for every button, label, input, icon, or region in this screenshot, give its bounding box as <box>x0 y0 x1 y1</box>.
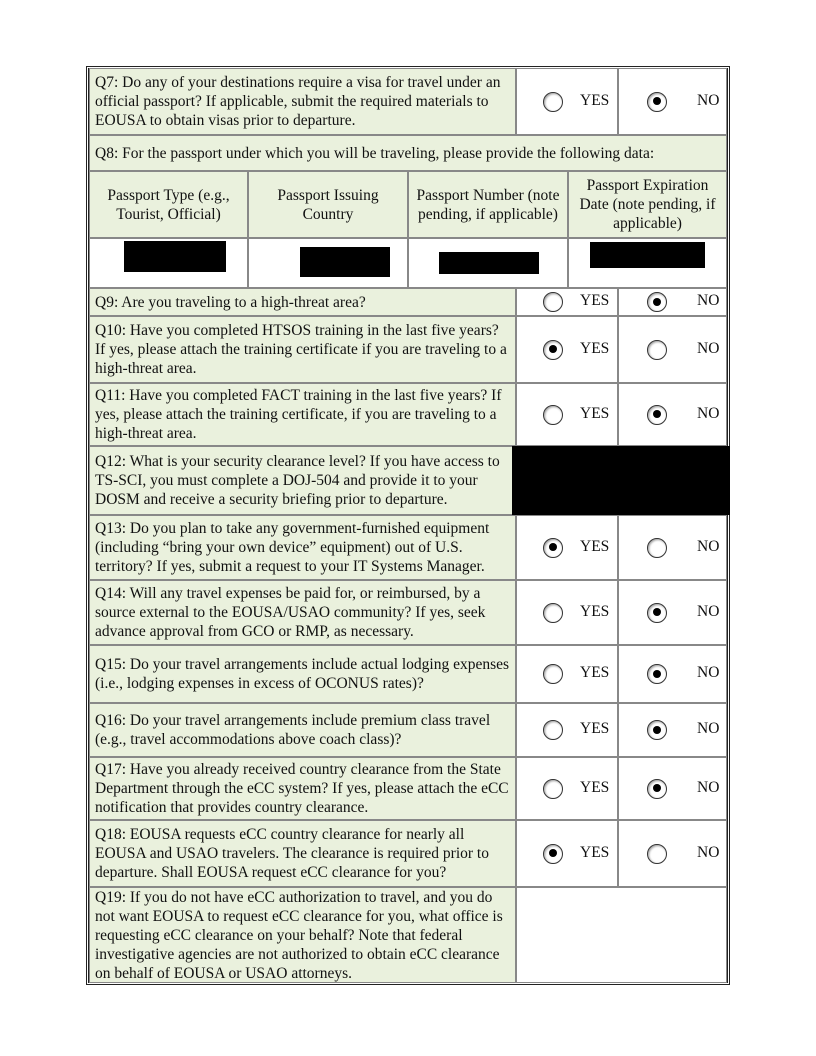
no-cell-q9 <box>618 288 727 316</box>
yes-label-q7: YES <box>580 91 610 109</box>
no-cell-q7 <box>618 68 727 135</box>
passport-header-0: Passport Type (e.g., Tourist, Official) <box>89 171 248 238</box>
no-label-q13: NO <box>697 537 720 555</box>
question-text-q10: Q10: Have you completed HTSOS training i… <box>89 316 516 383</box>
yes-radio-q7[interactable] <box>543 91 563 112</box>
answer-field-q19[interactable] <box>516 887 727 983</box>
question-text-q12: Q12: What is your security clearance lev… <box>89 446 516 515</box>
question-text-q18: Q18: EOUSA requests eCC country clearanc… <box>89 820 516 887</box>
passport-header-3: Passport Expiration Date (note pending, … <box>568 171 727 238</box>
no-radio-q18[interactable] <box>647 843 667 864</box>
redacted-passport-value-0 <box>124 241 226 272</box>
no-radio-q10[interactable] <box>647 339 667 360</box>
no-radio-q15[interactable] <box>647 664 667 684</box>
no-label-q16: NO <box>697 720 720 737</box>
yes-cell-q15 <box>516 645 618 703</box>
yes-cell-q14 <box>516 580 618 645</box>
question-text-q19: Q19: If you do not have eCC authorizatio… <box>89 887 516 983</box>
question-text-q8: Q8: For the passport under which you wil… <box>89 135 727 171</box>
question-text-q15: Q15: Do your travel arrangements include… <box>89 645 516 703</box>
yes-cell-q13 <box>516 515 618 580</box>
yes-radio-q13[interactable] <box>543 537 563 558</box>
yes-label-q9: YES <box>580 292 610 309</box>
yes-radio-q18[interactable] <box>543 843 563 864</box>
no-label-q10: NO <box>697 339 720 357</box>
yes-cell-q16 <box>516 703 618 757</box>
yes-radio-q10[interactable] <box>543 339 563 360</box>
yes-radio-q14[interactable] <box>543 602 563 623</box>
question-text-q14: Q14: Will any travel expenses be paid fo… <box>89 580 516 645</box>
no-label-q14: NO <box>697 602 720 620</box>
no-label-q9: NO <box>697 292 720 309</box>
no-cell-q13 <box>618 515 727 580</box>
yes-radio-q11[interactable] <box>543 404 563 425</box>
no-radio-q7[interactable] <box>647 91 667 112</box>
yes-cell-q17 <box>516 757 618 820</box>
yes-label-q16: YES <box>580 720 610 737</box>
no-label-q18: NO <box>697 843 720 861</box>
yes-label-q18: YES <box>580 843 610 861</box>
no-label-q7: NO <box>697 91 720 109</box>
no-label-q15: NO <box>697 664 720 681</box>
no-cell-q11 <box>618 383 727 446</box>
no-radio-q13[interactable] <box>647 537 667 558</box>
yes-radio-q9[interactable] <box>543 292 563 312</box>
yes-radio-q17[interactable] <box>543 778 563 799</box>
no-cell-q16 <box>618 703 727 757</box>
question-text-q16: Q16: Do your travel arrangements include… <box>89 703 516 757</box>
no-radio-q14[interactable] <box>647 602 667 623</box>
no-radio-q9[interactable] <box>647 292 667 312</box>
question-text-q9: Q9: Are you traveling to a high-threat a… <box>89 288 516 316</box>
no-cell-q17 <box>618 757 727 820</box>
question-text-q17: Q17: Have you already received country c… <box>89 757 516 820</box>
redacted-passport-value-3 <box>590 242 705 268</box>
yes-radio-q16[interactable] <box>543 720 563 740</box>
yes-radio-q15[interactable] <box>543 664 563 684</box>
no-cell-q10 <box>618 316 727 383</box>
question-text-q13: Q13: Do you plan to take any government-… <box>89 515 516 580</box>
yes-label-q11: YES <box>580 404 610 422</box>
yes-label-q15: YES <box>580 664 610 681</box>
yes-cell-q9 <box>516 288 618 316</box>
no-radio-q17[interactable] <box>647 778 667 799</box>
yes-label-q10: YES <box>580 339 610 357</box>
passport-header-1: Passport Issuing Country <box>248 171 408 238</box>
question-text-q11: Q11: Have you completed FACT training in… <box>89 383 516 446</box>
yes-cell-q10 <box>516 316 618 383</box>
yes-cell-q11 <box>516 383 618 446</box>
yes-label-q14: YES <box>580 602 610 620</box>
redacted-clearance-level <box>512 446 730 515</box>
question-text-q7: Q7: Do any of your destinations require … <box>89 68 516 135</box>
no-label-q11: NO <box>697 404 720 422</box>
yes-label-q13: YES <box>580 537 610 555</box>
redacted-passport-value-1 <box>300 247 390 277</box>
passport-header-2: Passport Number (note pending, if applic… <box>408 171 568 238</box>
form-table-frame <box>86 66 730 985</box>
no-radio-q11[interactable] <box>647 404 667 425</box>
yes-cell-q18 <box>516 820 618 887</box>
redacted-passport-value-2 <box>439 252 539 274</box>
no-label-q17: NO <box>697 778 720 796</box>
no-radio-q16[interactable] <box>647 720 667 740</box>
yes-cell-q7 <box>516 68 618 135</box>
yes-label-q17: YES <box>580 778 610 796</box>
no-cell-q15 <box>618 645 727 703</box>
no-cell-q14 <box>618 580 727 645</box>
no-cell-q18 <box>618 820 727 887</box>
